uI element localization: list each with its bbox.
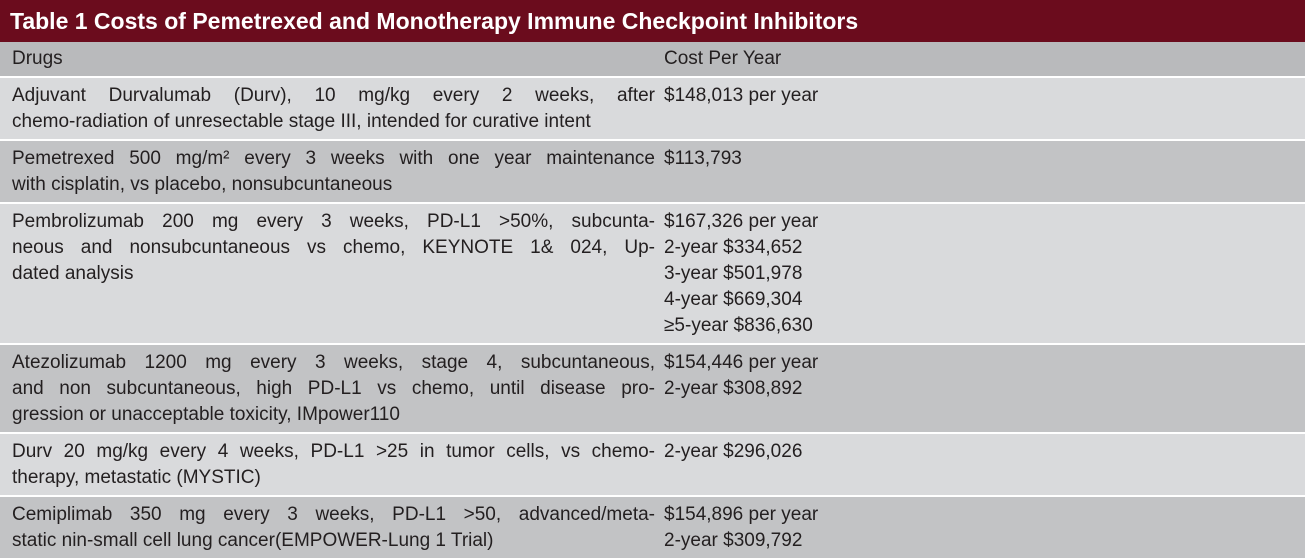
- table: Drugs Cost Per Year Adjuvant Durvalumab …: [0, 42, 1305, 558]
- table-cell: Pemetrexed 500 mg/m² every 3 weeks with …: [0, 141, 655, 202]
- table-cell: Cemiplimab 350 mg every 3 weeks, PD-L1 >…: [0, 497, 655, 558]
- table-cell: $113,793: [655, 141, 1305, 202]
- cell-line: therapy, metastatic (MYSTIC): [12, 467, 261, 488]
- table-row: Adjuvant Durvalumab (Durv), 10 mg/kg eve…: [0, 78, 1305, 139]
- table-row: Atezolizumab 1200 mg every 3 weeks, stag…: [0, 345, 1305, 432]
- cell-line: $154,446 per year: [664, 352, 819, 373]
- table-cell: $154,896 per year 2-year $309,792: [655, 497, 1305, 558]
- cell-line: Atezolizumab 1200 mg every 3 weeks, stag…: [12, 352, 655, 373]
- cell-line: 2-year $296,026: [664, 441, 803, 462]
- cell-line: $154,896 per year: [664, 504, 819, 525]
- cell-line: ≥5-year $836,630: [664, 315, 813, 336]
- table-cell: Durv 20 mg/kg every 4 weeks, PD-L1 >25 i…: [0, 434, 655, 495]
- table-cell: $167,326 per year 2-year $334,652 3-year $…: [655, 204, 1305, 343]
- cell-line: neous and nonsubcuntaneous vs chemo, KEY…: [12, 237, 655, 258]
- cell-line: 2-year $334,652: [664, 237, 803, 258]
- cell-line: 3-year $501,978: [664, 263, 803, 284]
- table-cell: Adjuvant Durvalumab (Durv), 10 mg/kg eve…: [0, 78, 655, 139]
- cell-line: $167,326 per year: [664, 211, 819, 232]
- table-row: Pembrolizumab 200 mg every 3 weeks, PD-L…: [0, 204, 1305, 343]
- cell-line: $113,793: [664, 148, 742, 169]
- header-row: Drugs Cost Per Year: [0, 42, 1305, 76]
- cell-line: $148,013 per year: [664, 85, 819, 106]
- cell-line: 4-year $669,304: [664, 289, 803, 310]
- table-cell: $154,446 per year 2-year $308,892: [655, 345, 1305, 432]
- cell-line: and non subcuntaneous, high PD-L1 vs che…: [12, 378, 655, 399]
- table-cell: Pembrolizumab 200 mg every 3 weeks, PD-L…: [0, 204, 655, 343]
- cell-line: gression or unacceptable toxicity, IMpow…: [12, 404, 400, 425]
- cell-line: 2-year $308,892: [664, 378, 803, 399]
- cell-line: dated analysis: [12, 263, 134, 284]
- table-title: Table 1 Costs of Pemetrexed and Monother…: [0, 0, 1305, 42]
- cell-line: with cisplatin, vs placebo, nonsubcuntan…: [12, 174, 393, 195]
- cell-line: Durv 20 mg/kg every 4 weeks, PD-L1 >25 i…: [12, 441, 655, 462]
- table-cell: Atezolizumab 1200 mg every 3 weeks, stag…: [0, 345, 655, 432]
- table-row: Pemetrexed 500 mg/m² every 3 weeks with …: [0, 141, 1305, 202]
- cell-line: Pemetrexed 500 mg/m² every 3 weeks with …: [12, 148, 655, 169]
- table-cell: 2-year $296,026: [655, 434, 1305, 495]
- cell-line: Pembrolizumab 200 mg every 3 weeks, PD-L…: [12, 211, 655, 232]
- cell-line: chemo-radiation of unresectable stage II…: [12, 111, 591, 132]
- table-row: Cemiplimab 350 mg every 3 weeks, PD-L1 >…: [0, 497, 1305, 558]
- table-row: Durv 20 mg/kg every 4 weeks, PD-L1 >25 i…: [0, 434, 1305, 495]
- header-cell: Cost Per Year: [664, 48, 782, 69]
- cell-line: static nin-small cell lung cancer(EMPOWE…: [12, 530, 494, 551]
- table-cell: $148,013 per year: [655, 78, 1305, 139]
- header-cell: Drugs: [12, 48, 63, 69]
- cell-line: 2-year $309,792: [664, 530, 803, 551]
- cell-line: Adjuvant Durvalumab (Durv), 10 mg/kg eve…: [12, 85, 655, 106]
- cell-line: Cemiplimab 350 mg every 3 weeks, PD-L1 >…: [12, 504, 655, 525]
